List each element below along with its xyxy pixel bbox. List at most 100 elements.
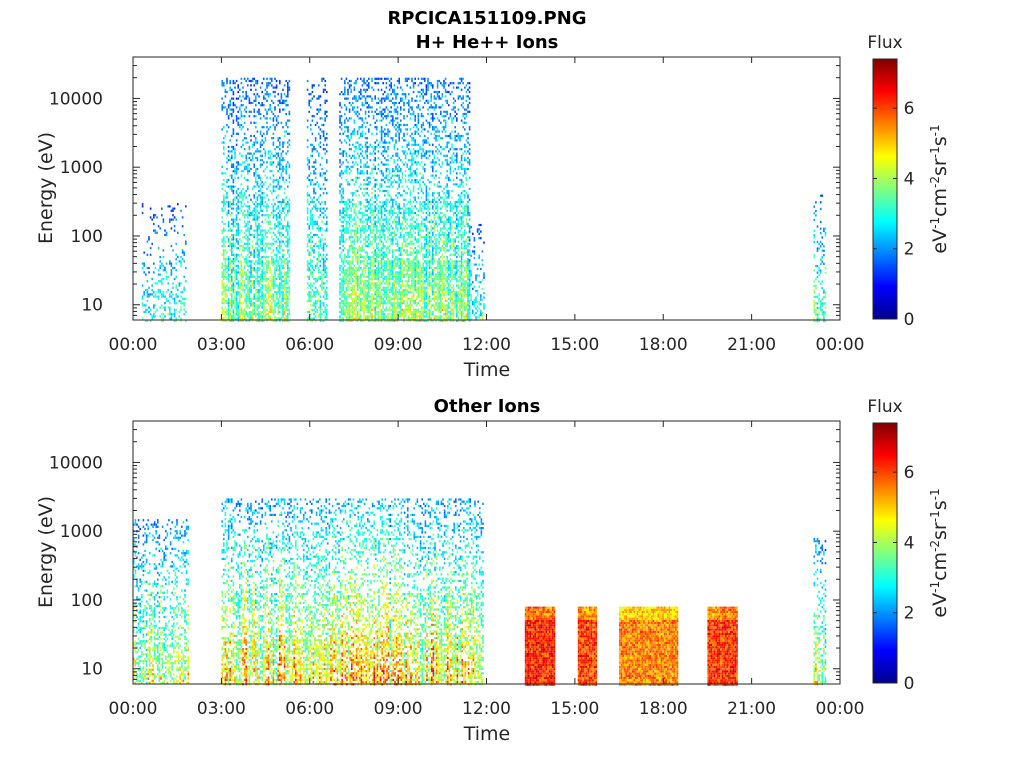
flux-cell [279,82,281,85]
flux-cell [360,93,362,96]
flux-cell [266,130,268,133]
flux-cell [221,231,223,234]
flux-cell [406,84,408,87]
flux-cell [267,315,270,318]
flux-cell [382,178,384,182]
flux-cell [355,161,357,164]
flux-cell [224,244,227,248]
flux-cell [400,112,402,116]
flux-cell [395,200,397,204]
flux-cell [272,242,275,245]
flux-cell [326,297,328,300]
flux-cell [382,244,384,248]
flux-cell [350,90,352,94]
flux-cell [232,192,235,195]
flux-cell [395,238,397,241]
flux-cell [324,282,326,285]
flux-cell [239,282,241,285]
flux-cell [401,291,404,294]
flux-cell [234,299,236,303]
flux-cell [282,150,284,153]
flux-cell [398,280,400,283]
flux-cell [285,271,287,274]
flux-cell [172,286,174,289]
flux-cell [368,293,370,296]
flux-cell [403,310,405,314]
flux-cell [400,86,402,89]
flux-cell [339,117,341,120]
flux-cell [232,178,235,182]
flux-cell [229,319,231,322]
flux-cell [235,203,238,206]
flux-cell [403,317,405,320]
flux-cell [251,143,254,146]
flux-cell [243,214,246,217]
flux-cell [387,209,389,212]
flux-cell [248,233,251,237]
flux-cell [376,236,378,239]
flux-cell [221,262,223,265]
flux-cell [250,315,252,318]
flux-cell [324,79,326,83]
flux-cell [239,299,241,303]
flux-cell [283,302,286,305]
flux-cell [319,238,322,241]
flux-cell [353,207,356,210]
flux-cell [272,258,275,261]
flux-cell [185,297,187,300]
flux-cell [345,203,348,206]
flux-cell [231,115,233,118]
flux-cell [275,319,278,322]
flux-cell [243,284,246,287]
flux-cell [279,163,281,166]
flux-cell [285,104,287,107]
flux-cell [340,170,343,173]
flux-cell [403,233,405,237]
flux-cell [277,262,279,265]
flux-cell [240,282,243,285]
flux-cell [318,143,320,146]
flux-cell [235,229,238,232]
flux-cell [266,161,268,164]
flux-cell [223,258,225,261]
flux-cell [235,139,238,142]
flux-cell [280,167,283,171]
flux-cell [227,273,230,276]
flux-cell [388,302,391,305]
flux-cell [395,295,397,298]
flux-cell [368,77,370,80]
flux-cell [275,225,278,228]
flux-cell [387,112,389,116]
flux-cell [229,229,231,232]
flux-cell [395,108,397,111]
flux-cell [287,141,289,144]
flux-cell [308,93,310,96]
flux-cell [379,291,381,294]
flux-cell [267,214,270,217]
flux-cell [256,227,259,230]
flux-cell [143,304,145,307]
flux-cell [237,198,239,201]
flux-cell [283,293,286,296]
flux-cell [263,313,265,316]
flux-cell [347,134,349,138]
flux-cell [266,288,268,292]
flux-cell [308,165,310,168]
flux-cell [283,134,286,138]
flux-cell [324,222,326,226]
flux-cell [374,159,376,162]
flux-cell [255,181,257,184]
flux-cell [223,273,225,276]
flux-cell [372,302,375,305]
flux-cell [258,280,260,283]
flux-cell [374,319,376,322]
flux-cell [170,264,173,267]
flux-cell [382,145,384,149]
flux-cell [248,207,251,210]
flux-cell [316,258,318,261]
flux-cell [360,172,362,175]
flux-cell [398,137,400,140]
flux-cell [404,225,407,228]
flux-cell [342,317,344,320]
flux-cell [269,161,271,164]
